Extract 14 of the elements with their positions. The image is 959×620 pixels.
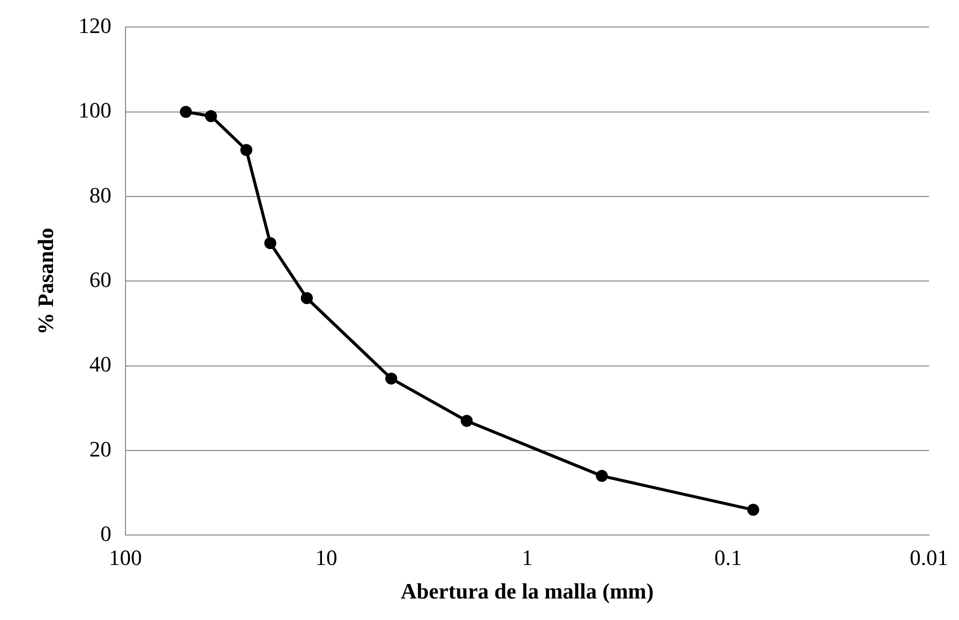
x-tick-label: 100 (108, 545, 142, 570)
x-tick-label: 1 (522, 545, 533, 570)
x-tick-label: 0.1 (714, 545, 742, 570)
y-tick-label: 20 (89, 436, 112, 462)
y-tick-label: 60 (89, 266, 112, 292)
y-axis-title: % Pasando (32, 228, 58, 335)
y-tick-label: 100 (78, 98, 112, 123)
y-tick-label: 40 (89, 352, 112, 377)
y-tick-label: 0 (100, 520, 112, 546)
x-axis-title: Abertura de la malla (mm) (400, 578, 654, 604)
x-tick-label: 10 (315, 545, 338, 570)
y-tick-label: 80 (89, 182, 112, 208)
x-tick-label: 0.01 (910, 545, 948, 570)
y-tick-label: 120 (78, 12, 112, 38)
